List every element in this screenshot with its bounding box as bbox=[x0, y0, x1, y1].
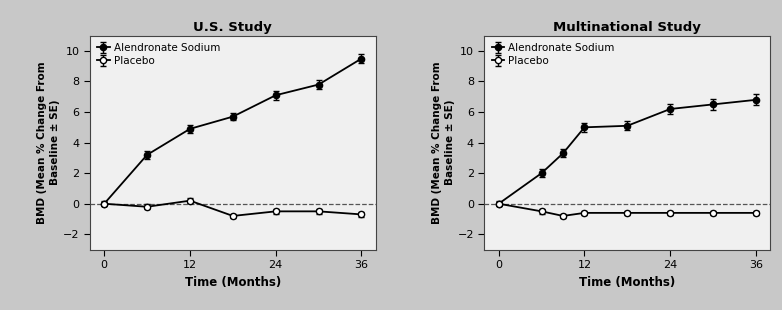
Y-axis label: BMD (Mean % Change From
Baseline ± SE): BMD (Mean % Change From Baseline ± SE) bbox=[432, 61, 454, 224]
Legend: Alendronate Sodium, Placebo: Alendronate Sodium, Placebo bbox=[95, 41, 222, 68]
X-axis label: Time (Months): Time (Months) bbox=[579, 276, 676, 289]
Legend: Alendronate Sodium, Placebo: Alendronate Sodium, Placebo bbox=[490, 41, 617, 68]
Title: U.S. Study: U.S. Study bbox=[193, 21, 272, 34]
Y-axis label: BMD (Mean % Change From
Baseline ± SE): BMD (Mean % Change From Baseline ± SE) bbox=[37, 61, 60, 224]
Title: Multinational Study: Multinational Study bbox=[554, 21, 701, 34]
X-axis label: Time (Months): Time (Months) bbox=[185, 276, 281, 289]
